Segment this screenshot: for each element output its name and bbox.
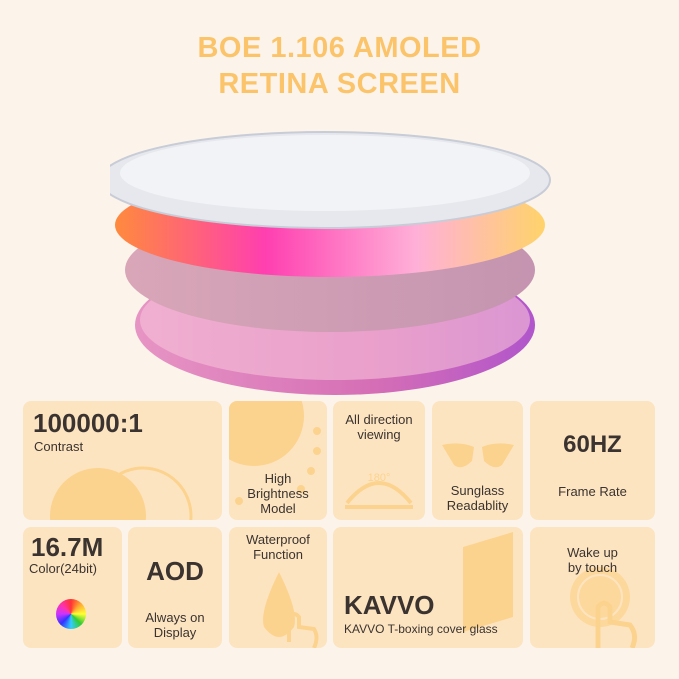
glass-pane-icon bbox=[463, 532, 513, 632]
sun-icon bbox=[229, 401, 321, 505]
page-title: BOE 1.106 AMOLED RETINA SCREEN bbox=[197, 32, 482, 100]
frame-rate-card: 60HZ Frame Rate bbox=[530, 401, 655, 520]
touch-icon bbox=[570, 567, 638, 648]
viewing-angle-icon bbox=[345, 481, 413, 509]
contrast-card: 100000:1 Contrast bbox=[23, 401, 222, 520]
color-card: 16.7M Color(24bit) bbox=[23, 527, 122, 648]
sunglass-card: Sunglass Readablity bbox=[432, 401, 523, 520]
sunglasses-icon bbox=[442, 443, 514, 468]
brightness-card: High Brightness Model bbox=[229, 401, 327, 520]
wake-touch-card: Wake up by touch bbox=[530, 527, 655, 648]
cover-glass-card: KAVVO KAVVO T-boxing cover glass bbox=[333, 527, 523, 648]
aod-card: AOD Always on Display bbox=[128, 527, 222, 648]
viewing-card: All direction viewing 180° bbox=[333, 401, 425, 520]
water-drop-touch-icon bbox=[263, 572, 319, 648]
screen-layers-illustration bbox=[110, 131, 551, 395]
color-wheel-icon bbox=[56, 599, 86, 629]
waterproof-card: Waterproof Function bbox=[229, 527, 327, 648]
contrast-icon bbox=[50, 466, 193, 520]
